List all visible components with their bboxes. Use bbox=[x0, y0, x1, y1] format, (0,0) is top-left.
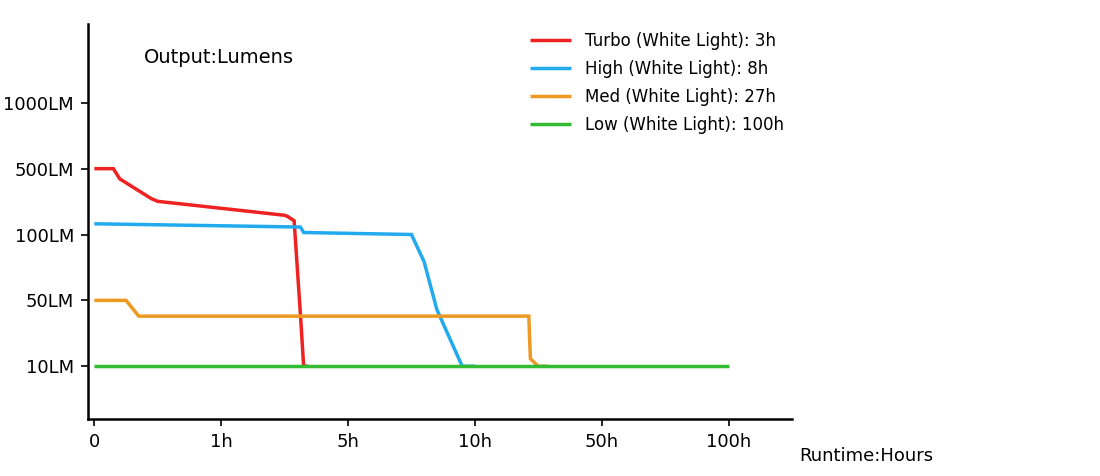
Line: Turbo (White Light): 3h: Turbo (White Light): 3h bbox=[95, 169, 308, 366]
High (White Light): 8h: (1.65, 3.03): 8h: (1.65, 3.03) bbox=[297, 229, 310, 235]
Turbo (White Light): 3h: (1.5, 3.29): 3h: (1.5, 3.29) bbox=[278, 212, 292, 218]
Turbo (White Light): 3h: (0, 4): 3h: (0, 4) bbox=[88, 166, 101, 171]
Turbo (White Light): 3h: (1.52, 3.27): 3h: (1.52, 3.27) bbox=[282, 214, 295, 219]
Low (White Light): 100h: (5, 1): 100h: (5, 1) bbox=[722, 363, 735, 369]
Turbo (White Light): 3h: (1.69, 1): 3h: (1.69, 1) bbox=[301, 363, 315, 369]
Legend: Turbo (White Light): 3h, High (White Light): 8h, Med (White Light): 27h, Low (Wh: Turbo (White Light): 3h, High (White Lig… bbox=[530, 32, 783, 134]
High (White Light): 8h: (2.7, 1.86): 8h: (2.7, 1.86) bbox=[430, 307, 443, 312]
Med (White Light): 27h: (3.44, 1.11): 27h: (3.44, 1.11) bbox=[524, 356, 537, 362]
High (White Light): 8h: (2.9, 1): 8h: (2.9, 1) bbox=[455, 363, 469, 369]
Med (White Light): 27h: (3.42, 1.76): 27h: (3.42, 1.76) bbox=[522, 313, 536, 319]
Turbo (White Light): 3h: (0.15, 4): 3h: (0.15, 4) bbox=[107, 166, 120, 171]
Med (White Light): 27h: (0.35, 1.76): 27h: (0.35, 1.76) bbox=[132, 313, 145, 319]
Turbo (White Light): 3h: (1.62, 1.78): 3h: (1.62, 1.78) bbox=[294, 312, 307, 318]
Line: Med (White Light): 27h: Med (White Light): 27h bbox=[95, 300, 548, 366]
Line: High (White Light): 8h: High (White Light): 8h bbox=[95, 224, 475, 366]
Turbo (White Light): 3h: (0.45, 3.54): 3h: (0.45, 3.54) bbox=[145, 196, 158, 201]
Med (White Light): 27h: (3.5, 1): 27h: (3.5, 1) bbox=[531, 363, 544, 369]
Low (White Light): 100h: (0, 1): 100h: (0, 1) bbox=[88, 363, 101, 369]
Low (White Light): 100h: (5, 1): 100h: (5, 1) bbox=[722, 363, 735, 369]
High (White Light): 8h: (2.5, 3): 8h: (2.5, 3) bbox=[405, 232, 418, 238]
Text: Runtime:Hours: Runtime:Hours bbox=[799, 446, 933, 465]
Low (White Light): 100h: (5, 1): 100h: (5, 1) bbox=[722, 363, 735, 369]
Med (White Light): 27h: (0, 2): 27h: (0, 2) bbox=[88, 298, 101, 303]
Turbo (White Light): 3h: (1.57, 3.21): 3h: (1.57, 3.21) bbox=[287, 218, 300, 224]
High (White Light): 8h: (2.6, 2.58): 8h: (2.6, 2.58) bbox=[418, 259, 431, 265]
Turbo (White Light): 3h: (0.5, 3.5): 3h: (0.5, 3.5) bbox=[151, 198, 164, 204]
High (White Light): 8h: (3, 1): 8h: (3, 1) bbox=[469, 363, 482, 369]
Turbo (White Light): 3h: (1.65, 1): 3h: (1.65, 1) bbox=[297, 363, 310, 369]
High (White Light): 8h: (1.62, 3.11): 8h: (1.62, 3.11) bbox=[294, 224, 307, 230]
High (White Light): 8h: (0, 3.16): 8h: (0, 3.16) bbox=[88, 221, 101, 227]
Turbo (White Light): 3h: (0.2, 3.85): 3h: (0.2, 3.85) bbox=[113, 176, 127, 182]
Text: Output:Lumens: Output:Lumens bbox=[144, 48, 295, 67]
High (White Light): 8h: (2.8, 1.43): 8h: (2.8, 1.43) bbox=[443, 335, 456, 341]
Med (White Light): 27h: (3.58, 1): 27h: (3.58, 1) bbox=[541, 363, 554, 369]
Turbo (White Light): 3h: (1.68, 1): 3h: (1.68, 1) bbox=[300, 363, 313, 369]
Med (White Light): 27h: (0.25, 2): 27h: (0.25, 2) bbox=[120, 298, 133, 303]
